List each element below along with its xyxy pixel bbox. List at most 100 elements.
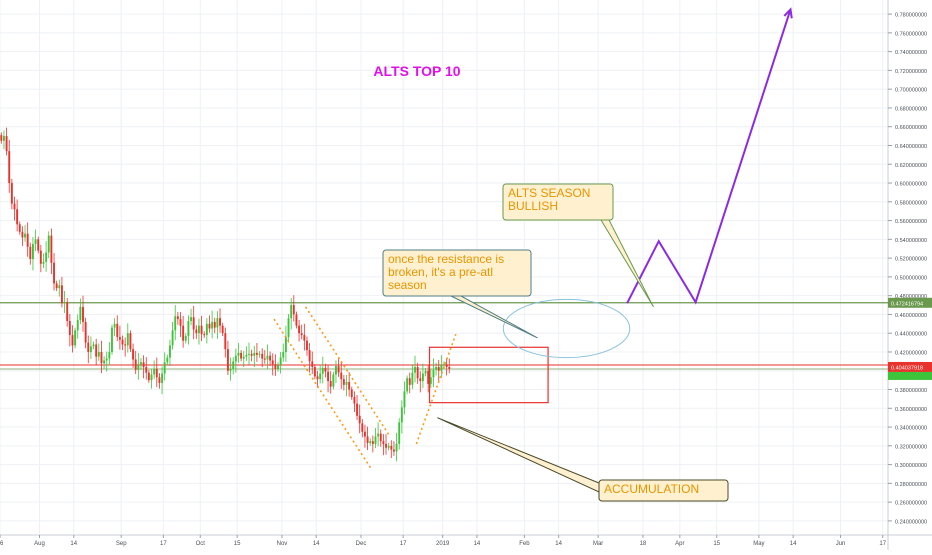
candle-body	[282, 351, 285, 358]
candle-body	[10, 183, 13, 204]
candle-body	[445, 364, 448, 367]
candle-body	[55, 283, 58, 289]
callout-text-line: once the resistance is	[388, 252, 504, 266]
candle-body	[179, 319, 182, 326]
chart-title: ALTS TOP 10	[373, 63, 460, 79]
candle-body	[279, 357, 282, 366]
y-tick-label: 0.600000000	[895, 182, 927, 188]
candle-body	[187, 321, 190, 337]
candle-body	[97, 351, 100, 357]
x-tick-label: Sep	[116, 541, 127, 547]
x-tick-label: 15	[234, 541, 241, 547]
candle-body	[113, 323, 116, 328]
candle-body	[142, 362, 145, 367]
candle-body	[316, 376, 319, 380]
candle-body	[411, 372, 414, 385]
x-tick-label: Nov	[277, 541, 288, 547]
channel-upper-line	[304, 306, 391, 437]
candle-body	[192, 317, 195, 330]
candle-body	[342, 379, 345, 385]
candle-body	[335, 366, 337, 375]
candle-body	[68, 321, 71, 336]
candle-body	[253, 352, 256, 356]
candle-body	[414, 366, 416, 373]
candle-body	[329, 381, 332, 387]
candle-body	[369, 441, 372, 444]
candle-body	[374, 436, 377, 444]
x-axis-ticks: 16 Aug 14 Sep 17 Oct 15 Nov 14 Dec 17 2019 14 Feb 14 Ma…	[0, 535, 887, 547]
candle-body	[5, 136, 8, 152]
candle-body	[387, 445, 390, 448]
candle-body	[155, 368, 158, 378]
candle-body	[171, 330, 174, 346]
y-tick-label: 0.240000000	[895, 519, 927, 525]
candle-body	[103, 360, 106, 364]
projection-arrowhead	[783, 7, 793, 19]
candle-body	[250, 353, 253, 356]
candle-body	[432, 369, 435, 378]
candle-body	[427, 370, 430, 384]
candle-body	[398, 422, 401, 444]
candle-body	[324, 367, 327, 372]
y-tick-label: 0.560000000	[895, 219, 927, 225]
y-axis-ticks: 0.780000000 0.760000000 0.740000000 0.72000…	[888, 13, 927, 525]
x-tick-label: 18	[640, 541, 647, 547]
candle-body	[34, 239, 37, 245]
candle-body	[255, 352, 258, 355]
candle-body	[31, 244, 34, 260]
candlesticks	[0, 127, 451, 462]
candle-body	[371, 441, 374, 444]
target-ellipse	[502, 298, 631, 359]
candle-body	[437, 366, 440, 371]
candle-body	[435, 366, 438, 370]
candle-body	[105, 358, 108, 361]
x-tick-label: 14	[313, 541, 320, 547]
candle-body	[234, 355, 237, 362]
candle-body	[390, 445, 393, 450]
y-tick-label: 0.440000000	[895, 332, 927, 338]
candle-body	[89, 346, 92, 352]
candle-body	[174, 316, 177, 331]
candle-body	[176, 316, 179, 320]
candle-body	[140, 362, 142, 365]
candle-body	[76, 320, 79, 331]
current-price-tag-bg	[888, 361, 932, 372]
y-tick-label: 0.620000000	[895, 163, 927, 169]
candle-body	[366, 436, 369, 444]
y-tick-label: 0.480000000	[895, 294, 927, 300]
candle-body	[87, 342, 90, 352]
candle-body	[229, 368, 232, 371]
candle-body	[190, 317, 192, 321]
candle-body	[321, 367, 324, 374]
candle-body	[226, 349, 229, 371]
candle-body	[448, 366, 451, 369]
candle-body	[82, 306, 84, 322]
candle-body	[361, 423, 364, 432]
y-tick-label: 0.360000000	[895, 407, 927, 413]
y-tick-label: 0.380000000	[895, 388, 927, 394]
candle-body	[308, 350, 311, 362]
candle-body	[292, 305, 295, 315]
candle-body	[353, 397, 356, 404]
x-tick-label: 14	[790, 541, 797, 547]
candle-body	[42, 261, 45, 264]
candle-body	[406, 378, 409, 392]
accumulation-box	[428, 346, 549, 404]
resistance-price-tag: 0.472416794	[888, 297, 932, 308]
candle-body	[242, 356, 245, 359]
candle-body	[219, 318, 221, 326]
y-tick-label: 0.420000000	[895, 350, 927, 356]
candle-body	[408, 378, 411, 385]
candle-body	[211, 321, 214, 329]
candle-body	[287, 318, 290, 337]
y-tick-label: 0.580000000	[895, 200, 927, 206]
candle-body	[3, 136, 5, 141]
annotation-callout[interactable]: ACCUMULATION	[437, 417, 729, 502]
x-tick-label: 16	[0, 541, 4, 547]
candle-body	[126, 333, 129, 346]
candle-body	[208, 323, 211, 329]
